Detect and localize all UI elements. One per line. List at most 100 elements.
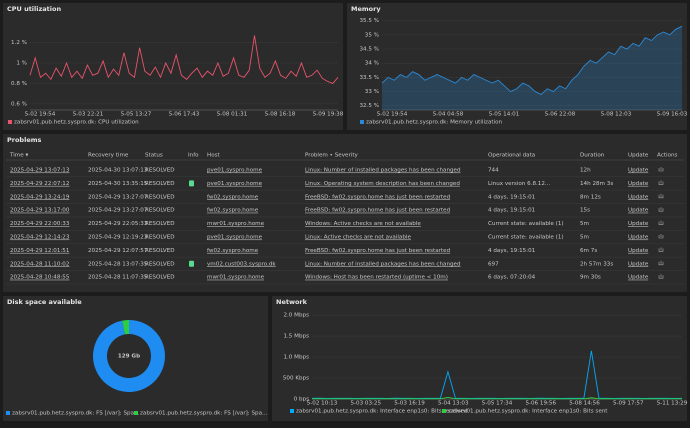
cell-host[interactable]: pve01.syspro.home	[207, 168, 263, 174]
x-tick-label: 5-09 17:57	[613, 401, 644, 407]
widget-title: Network	[276, 298, 308, 306]
action-icon[interactable]	[658, 207, 664, 212]
widget-title: CPU utilization	[7, 5, 61, 13]
cell-time: 2025-04-29 22:00:33	[10, 221, 70, 227]
cell-duration: 8m 12s	[580, 194, 601, 200]
x-tick-label: 5-06 17:43	[169, 112, 200, 118]
y-tick-label: 1.0 Mbps	[283, 355, 309, 361]
cell-update[interactable]: Update	[628, 275, 649, 281]
cell-duration: 9m 30s	[580, 275, 601, 281]
legend-swatch	[8, 120, 12, 124]
cell-time: 2025-04-28 10:48:55	[10, 275, 70, 281]
y-tick-label: 1 %	[16, 61, 27, 67]
cell-opdata: 744	[488, 168, 499, 174]
cell-time: 2025-04-28 11:10:02	[10, 261, 69, 267]
cell-status: RESOLVED	[145, 181, 175, 187]
cell-opdata: Linux version 6.8.12...	[488, 181, 550, 187]
x-tick-label: 5-02 19:54	[377, 112, 408, 118]
x-tick-label: 5-03 03:25	[350, 401, 381, 407]
cell-status: RESOLVED	[145, 275, 175, 281]
cell-host[interactable]: fw02.syspro.home	[207, 248, 259, 254]
cell-update[interactable]: Update	[628, 194, 649, 200]
legend-swatch	[290, 409, 294, 413]
cell-host[interactable]: fw02.syspro.home	[207, 208, 259, 214]
legend-swatch	[6, 411, 10, 415]
y-tick-label: 35.5 %	[359, 18, 379, 24]
x-tick-label: 5-05 17:34	[482, 401, 513, 407]
action-icon[interactable]	[658, 247, 664, 252]
x-tick-label: 5-04 13:03	[438, 401, 469, 407]
cell-update[interactable]: Update	[628, 168, 649, 174]
y-tick-label: 35 %	[365, 32, 379, 38]
cell-recovery: 2025-04-30 13:35:15	[88, 181, 148, 187]
cell-problem: Windows: Active checks are not available	[305, 221, 421, 227]
column-header: Actions	[657, 153, 678, 159]
cell-time: 2025-04-29 12:14:23	[10, 235, 70, 241]
action-icon[interactable]	[658, 260, 664, 266]
cell-update[interactable]: Update	[628, 181, 649, 187]
column-header: Info	[188, 153, 199, 159]
action-icon[interactable]	[658, 274, 664, 279]
cell-recovery: 2025-04-29 13:27:07	[88, 194, 148, 200]
cell-host[interactable]: vm02.cust003.syspro.dk	[207, 261, 276, 267]
cell-update[interactable]: Update	[628, 235, 649, 241]
action-icon[interactable]	[658, 234, 664, 239]
info-icon[interactable]	[189, 180, 194, 187]
memory-panel	[347, 3, 687, 130]
column-header: Operational data	[488, 153, 535, 159]
legend-label: zabsrv01.pub.hetz.syspro.dk: Interface e…	[296, 409, 468, 415]
cell-host[interactable]: mwr01.syspro.home	[207, 275, 265, 281]
cell-time: 2025-04-29 12:01:51	[10, 248, 70, 254]
cell-recovery: 2025-04-29 22:05:33	[88, 221, 148, 227]
x-tick-label: 5-02 19:54	[25, 112, 56, 118]
cell-time: 2025-04-29 13:17:00	[10, 208, 70, 214]
action-icon[interactable]	[658, 180, 664, 185]
cell-opdata: 4 days, 19:15:01	[488, 248, 536, 254]
cell-update[interactable]: Update	[628, 208, 649, 214]
y-tick-label: 32.5 %	[359, 103, 379, 109]
cell-opdata: 6 days, 07:20:04	[488, 275, 536, 281]
cell-opdata: 697	[488, 261, 499, 267]
x-tick-label: 5-02 10:13	[307, 401, 338, 407]
column-header: Status	[145, 153, 163, 159]
action-icon[interactable]	[658, 167, 664, 172]
cell-status: RESOLVED	[145, 221, 175, 227]
cell-problem: Windows: Host has been restarted (uptime…	[305, 275, 448, 281]
cell-recovery: 2025-04-30 13:07:13	[88, 168, 148, 174]
x-tick-label: 5-04 04:58	[433, 112, 464, 118]
cell-update[interactable]: Update	[628, 221, 649, 227]
y-tick-label: 2.0 Mbps	[283, 313, 309, 319]
cell-update[interactable]: Update	[628, 261, 649, 267]
action-icon[interactable]	[658, 193, 664, 199]
cell-problem: Linux: Number of installed packages has …	[305, 168, 461, 174]
cell-update[interactable]: Update	[628, 248, 649, 254]
cell-duration: 14h 28m 3s	[580, 181, 613, 187]
cell-host[interactable]: pve01.syspro.home	[207, 181, 263, 187]
x-tick-label: 5-08 14:56	[569, 401, 600, 407]
center-label: 129 Gb	[118, 354, 140, 360]
cell-opdata: Current state: available (1)	[488, 235, 564, 241]
column-header: Recovery time	[88, 153, 129, 159]
cell-host[interactable]: mwr01.syspro.home	[207, 221, 265, 227]
cell-recovery: 2025-04-28 11:07:35	[88, 275, 148, 281]
y-tick-label: 33.5 %	[359, 75, 379, 81]
cell-duration: 5m	[580, 221, 589, 227]
widget-title: Problems	[7, 136, 41, 144]
x-tick-label: 5-11 13:29	[657, 401, 688, 407]
cell-status: RESOLVED	[145, 261, 175, 267]
x-tick-label: 5-03 16:19	[394, 401, 425, 407]
cell-host[interactable]: fw02.syspro.home	[207, 194, 259, 200]
legend-label: zabsrv01.pub.hetz.syspro.dk: FS [/var]: …	[140, 411, 268, 417]
cell-problem: Linux: Operating system description has …	[305, 181, 460, 187]
action-icon[interactable]	[658, 220, 664, 225]
info-icon[interactable]	[189, 260, 194, 267]
y-tick-label: 1.5 Mbps	[283, 334, 309, 340]
series-line	[29, 35, 339, 84]
y-tick-label: 0.6 %	[11, 101, 27, 107]
legend-label: zabsrv01.pub.hetz.syspro.dk: CPU utiliza…	[14, 120, 139, 126]
x-tick-label: 5-03 22:21	[73, 112, 104, 118]
x-tick-label: 5-08 16:18	[265, 112, 296, 118]
problems-panel	[3, 134, 687, 292]
x-tick-label: 5-05 14:01	[489, 112, 520, 118]
cell-host[interactable]: pve01.syspro.home	[207, 235, 263, 241]
